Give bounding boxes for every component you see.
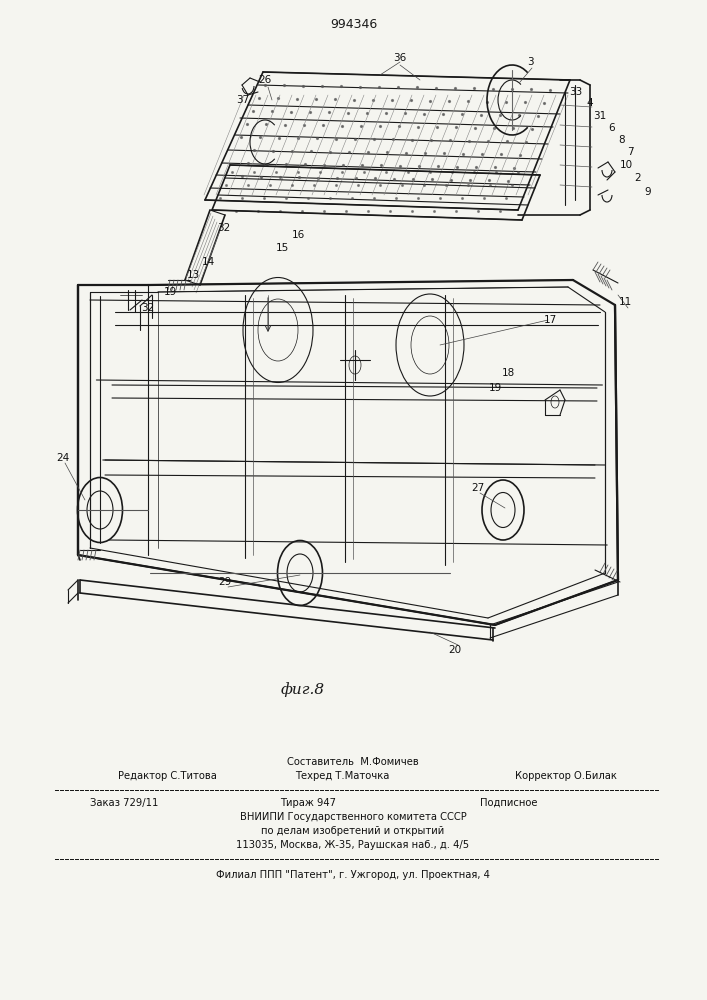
Text: 113035, Москва, Ж-35, Раушская наб., д. 4/5: 113035, Москва, Ж-35, Раушская наб., д. …: [236, 840, 469, 850]
Text: 994346: 994346: [330, 18, 378, 31]
Text: 37: 37: [236, 95, 250, 105]
Text: 19: 19: [163, 287, 177, 297]
Text: 10: 10: [619, 160, 633, 170]
Text: 32: 32: [141, 303, 155, 313]
Text: 32: 32: [217, 223, 230, 233]
Text: Редактор С.Титова: Редактор С.Титова: [118, 771, 217, 781]
Text: 3: 3: [527, 57, 533, 67]
Text: 15: 15: [275, 243, 288, 253]
Text: Техред Т.Маточка: Техред Т.Маточка: [295, 771, 390, 781]
Text: 27: 27: [472, 483, 484, 493]
Text: 17: 17: [544, 315, 556, 325]
Text: ВНИИПИ Государственного комитета СССР: ВНИИПИ Государственного комитета СССР: [240, 812, 467, 822]
Text: Составитель  М.Фомичев: Составитель М.Фомичев: [287, 757, 419, 767]
Text: фиг.8: фиг.8: [281, 683, 325, 697]
Text: Филиал ППП "Патент", г. Ужгород, ул. Проектная, 4: Филиал ППП "Патент", г. Ужгород, ул. Про…: [216, 870, 490, 880]
Text: 8: 8: [619, 135, 625, 145]
Text: 16: 16: [291, 230, 305, 240]
Text: 2: 2: [635, 173, 641, 183]
Text: Тираж 947: Тираж 947: [280, 798, 336, 808]
Text: 13: 13: [187, 270, 199, 280]
Text: 29: 29: [218, 577, 232, 587]
Text: 4: 4: [587, 98, 593, 108]
Text: 26: 26: [258, 75, 271, 85]
Text: Корректор О.Билак: Корректор О.Билак: [515, 771, 617, 781]
Text: 14: 14: [201, 257, 215, 267]
Text: 20: 20: [448, 645, 462, 655]
Text: 33: 33: [569, 87, 583, 97]
Text: 24: 24: [57, 453, 69, 463]
Text: 7: 7: [626, 147, 633, 157]
Text: 31: 31: [593, 111, 607, 121]
Text: 9: 9: [645, 187, 651, 197]
Text: 11: 11: [619, 297, 631, 307]
Text: 6: 6: [609, 123, 615, 133]
Text: Заказ 729/11: Заказ 729/11: [90, 798, 158, 808]
Text: по делам изобретений и открытий: по делам изобретений и открытий: [262, 826, 445, 836]
Text: 36: 36: [393, 53, 407, 63]
Text: Подписное: Подписное: [480, 798, 537, 808]
Text: 18: 18: [501, 368, 515, 378]
Text: 19: 19: [489, 383, 502, 393]
